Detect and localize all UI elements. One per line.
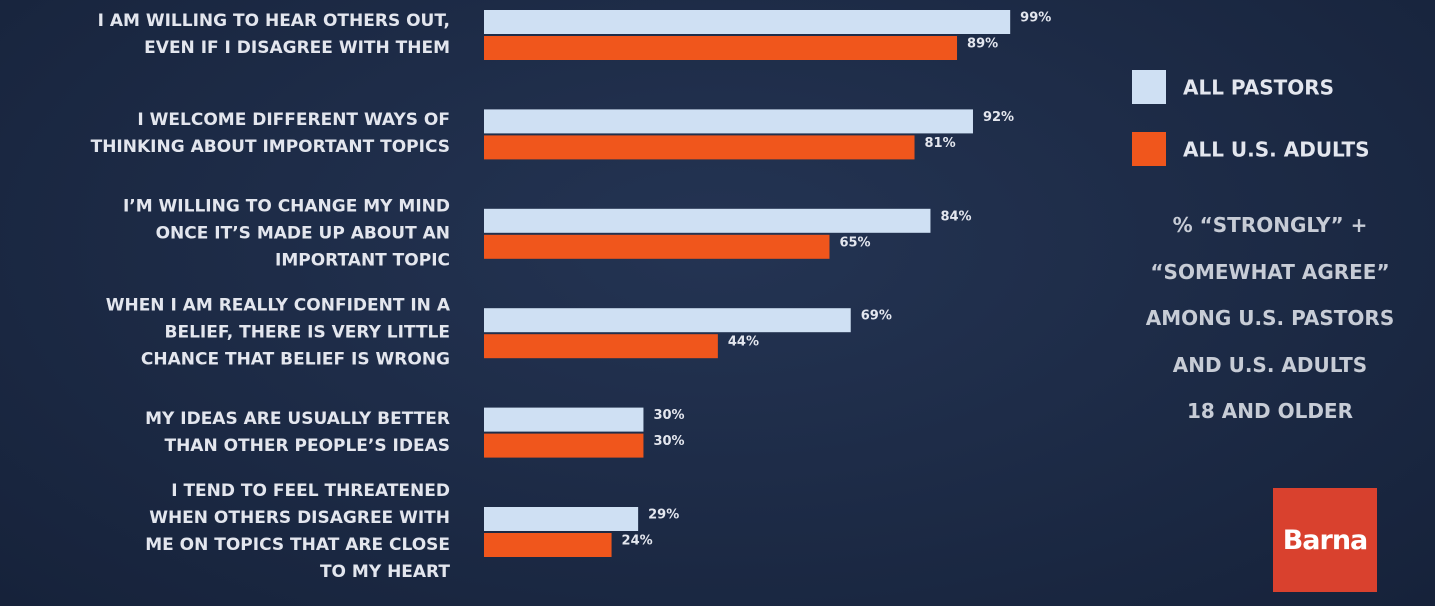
value-label: 92% xyxy=(983,110,1014,125)
bar xyxy=(484,109,973,134)
bar xyxy=(484,407,644,432)
value-label: 89% xyxy=(967,37,998,52)
legend-swatch xyxy=(1132,132,1166,166)
bar xyxy=(484,507,639,531)
bar xyxy=(484,533,612,557)
value-label: 29% xyxy=(648,508,679,523)
subtitle: % “STRONGLY” + “SOMEWHAT AGREE” AMONG U.… xyxy=(1145,213,1395,423)
category-label: I’M WILLING TO CHANGE MY MIND ONCE IT’S … xyxy=(122,196,450,271)
bar xyxy=(484,234,830,259)
bar xyxy=(484,208,931,233)
value-label: 30% xyxy=(653,434,684,449)
value-label: 30% xyxy=(653,408,684,423)
value-label: 65% xyxy=(839,235,870,250)
bar xyxy=(484,10,1011,34)
bar xyxy=(484,308,851,333)
value-label: 24% xyxy=(622,534,653,549)
value-label: 69% xyxy=(861,309,892,324)
category-label: I AM WILLING TO HEAR OTHERS OUT, EVEN IF… xyxy=(97,11,450,58)
value-label: 99% xyxy=(1020,11,1051,26)
legend-label: ALL U.S. ADULTS xyxy=(1183,138,1370,162)
legend-swatch xyxy=(1132,70,1166,104)
value-label: 84% xyxy=(940,209,971,224)
bar xyxy=(484,433,644,458)
bar xyxy=(484,135,915,160)
bar xyxy=(484,334,718,359)
legend-label: ALL PASTORS xyxy=(1183,76,1334,100)
category-label: I WELCOME DIFFERENT WAYS OF THINKING ABO… xyxy=(90,110,450,158)
category-label: I TEND TO FEEL THREATENED WHEN OTHERS DI… xyxy=(145,481,450,582)
value-label: 81% xyxy=(925,136,956,151)
category-label: MY IDEAS ARE USUALLY BETTER THAN OTHER P… xyxy=(145,408,450,456)
logo: Barna xyxy=(1273,488,1377,592)
value-label: 44% xyxy=(728,335,759,350)
category-label: WHEN I AM REALLY CONFIDENT IN A BELIEF, … xyxy=(105,295,450,370)
bar xyxy=(484,36,958,60)
